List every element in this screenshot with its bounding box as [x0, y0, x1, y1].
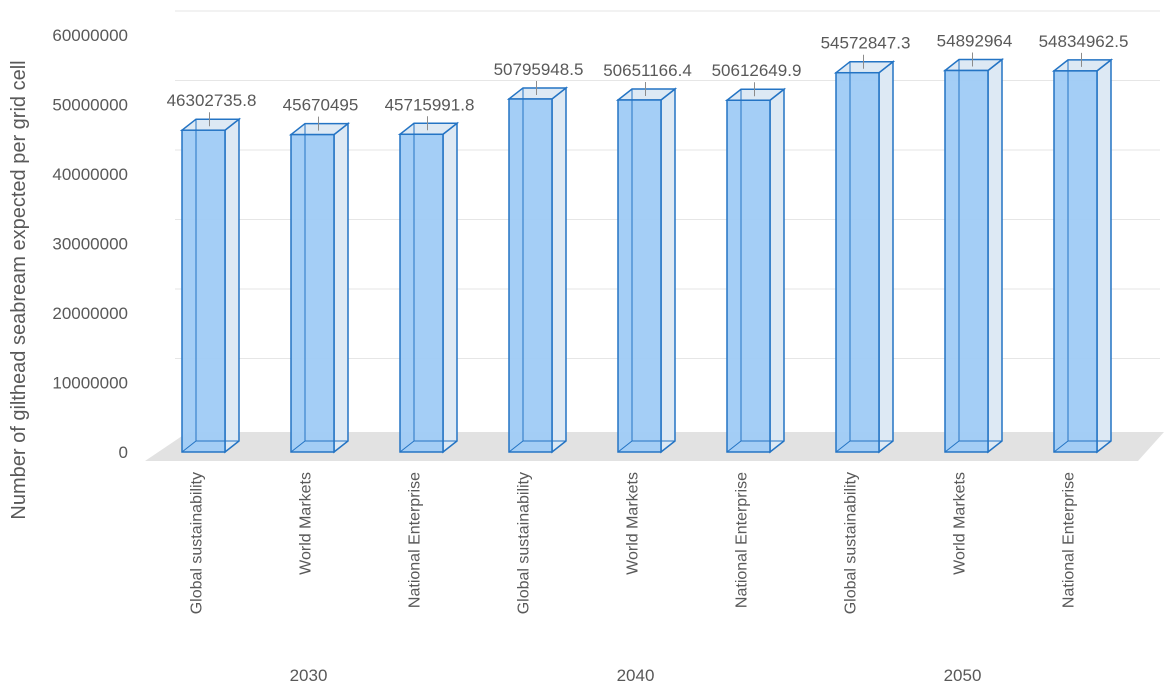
x-category-label: World Markets — [298, 472, 315, 575]
bar-front — [508, 98, 553, 453]
data-label: 50612649.9 — [712, 61, 802, 80]
bar-side — [442, 121, 458, 454]
bar-front — [835, 71, 880, 453]
bar-front — [617, 99, 662, 453]
bar-side — [660, 87, 676, 454]
y-tick-label: 60000000 — [52, 26, 128, 45]
y-tick-label: 50000000 — [52, 96, 128, 115]
bar-side — [1096, 58, 1112, 454]
x-axis-group-labels: 2030 2040 2050 — [290, 666, 982, 685]
bar-side — [769, 87, 785, 454]
x-category-label: World Markets — [625, 472, 642, 575]
bars — [179, 57, 1114, 454]
data-labels: 46302735.8 45670495 45715991.8 50795948.5 50… — [167, 31, 1129, 131]
data-label: 54572847.3 — [821, 34, 911, 53]
data-label: 45670495 — [283, 96, 359, 115]
x-category-label: World Markets — [952, 472, 969, 575]
bar — [615, 87, 678, 454]
bar-front — [181, 129, 226, 453]
bar-front — [726, 99, 771, 453]
data-label: 54892964 — [937, 31, 1013, 50]
x-category-label: Global sustainability — [516, 472, 533, 614]
bar-front — [944, 69, 989, 453]
data-label: 50651166.4 — [603, 61, 692, 80]
x-group-label: 2050 — [944, 666, 982, 685]
x-group-label: 2030 — [290, 666, 328, 685]
bar — [288, 122, 351, 454]
x-category-label: National Enterprise — [407, 472, 424, 608]
y-tick-label: 0 — [119, 443, 128, 462]
data-label: 50795948.5 — [494, 60, 584, 79]
y-axis-label: Number of gilthead seabream expected per… — [8, 60, 30, 519]
bar — [833, 60, 896, 454]
bar-side — [551, 86, 567, 454]
x-group-label: 2040 — [617, 666, 655, 685]
x-category-label: Global sustainability — [189, 472, 206, 614]
bar — [942, 57, 1005, 454]
bar — [397, 121, 460, 454]
bar-front — [399, 133, 444, 453]
bar-side — [878, 60, 894, 454]
bar-side — [333, 122, 349, 454]
y-axis-ticks: 0 10000000 20000000 30000000 40000000 5000000… — [52, 26, 128, 462]
bar-front — [1053, 70, 1098, 453]
data-label: 54834962.5 — [1039, 32, 1129, 51]
x-category-label: Global sustainability — [843, 472, 860, 614]
bar — [724, 87, 787, 454]
data-label: 46302735.8 — [167, 91, 257, 110]
bar — [179, 117, 242, 454]
bar — [1051, 58, 1114, 454]
x-category-label: National Enterprise — [1061, 472, 1078, 608]
y-tick-label: 20000000 — [52, 304, 128, 323]
bar-side — [224, 117, 240, 454]
bar-side — [987, 57, 1003, 454]
x-category-label: National Enterprise — [734, 472, 751, 608]
bar — [506, 86, 569, 454]
y-tick-label: 40000000 — [52, 165, 128, 184]
bar-front — [290, 133, 335, 453]
y-tick-label: 10000000 — [52, 374, 128, 393]
data-label: 45715991.8 — [385, 95, 475, 114]
y-tick-label: 30000000 — [52, 235, 128, 254]
x-axis-category-labels: Global sustainability World Markets Nation… — [189, 472, 1078, 614]
